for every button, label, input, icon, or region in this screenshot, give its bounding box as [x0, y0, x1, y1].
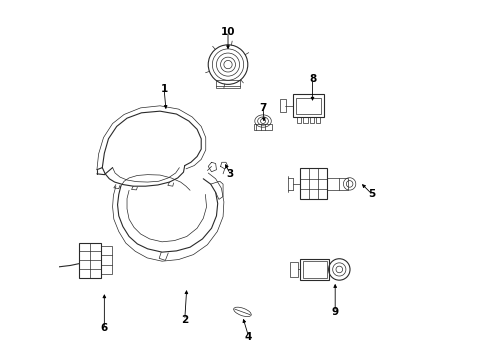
Text: 5: 5 [368, 189, 375, 199]
Text: 3: 3 [226, 169, 233, 179]
Bar [297, 117, 301, 123]
Bar [279, 99, 285, 112]
Bar [326, 178, 347, 190]
Bar [215, 80, 240, 89]
Bar [300, 259, 328, 280]
Bar [296, 98, 320, 114]
Text: 8: 8 [308, 74, 315, 84]
Bar [43, 264, 54, 272]
Text: 4: 4 [244, 332, 252, 342]
Text: 9: 9 [331, 307, 338, 317]
Bar [315, 117, 319, 123]
Text: 7: 7 [259, 103, 266, 113]
Bar [309, 117, 313, 123]
Bar [289, 262, 298, 277]
Bar [102, 246, 112, 274]
Text: 2: 2 [181, 315, 188, 325]
Text: 10: 10 [220, 27, 235, 37]
Text: 1: 1 [160, 84, 167, 94]
Bar [303, 117, 307, 123]
Bar [292, 94, 324, 117]
Bar [302, 261, 326, 278]
Bar [253, 124, 271, 130]
Text: 6: 6 [101, 323, 108, 333]
Bar [79, 243, 102, 278]
Bar [300, 168, 326, 199]
